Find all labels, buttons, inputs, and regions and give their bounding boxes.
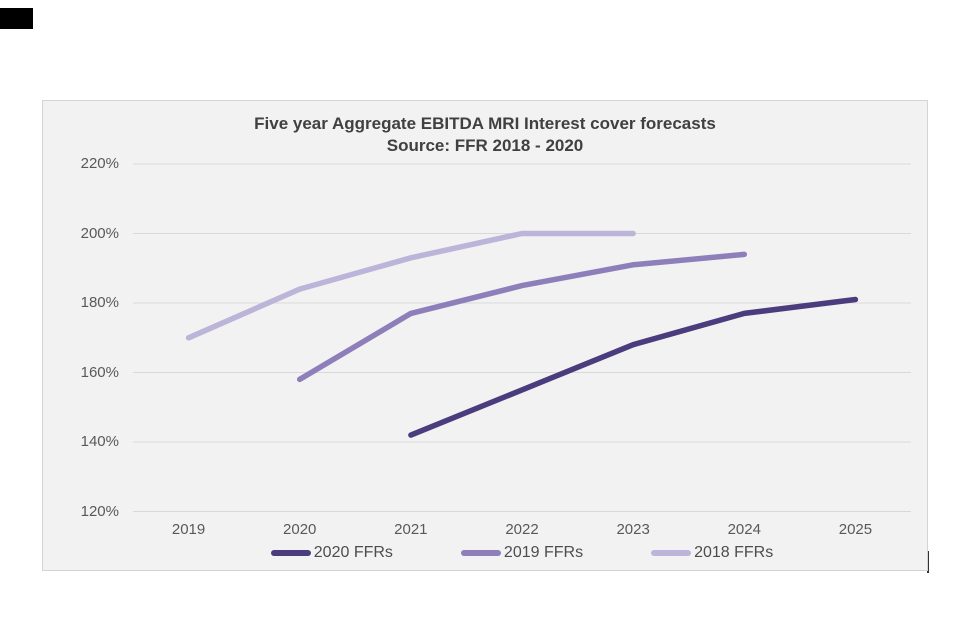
legend-item: 2020 FFRs (270, 544, 393, 562)
y-tick-label: 140% (80, 433, 119, 450)
legend-label: 2019 FFRs (503, 544, 584, 561)
x-tick-label: 2023 (616, 521, 650, 538)
x-tick-label: 2024 (727, 521, 761, 538)
chart-title: Five year Aggregate EBITDA MRI Interest … (254, 114, 716, 133)
legend-label: 2020 FFRs (313, 544, 393, 561)
x-tick-label: 2022 (505, 521, 539, 538)
x-tick-label: 2021 (394, 521, 428, 538)
chart-legend: 2020 FFRs 2019 FFRs 2018 FFRs (133, 544, 911, 562)
x-tick-label: 2025 (838, 521, 873, 538)
chart-title-block: Five year Aggregate EBITDA MRI Interest … (43, 113, 927, 157)
y-tick-label: 120% (80, 502, 119, 520)
x-tick-label: 2019 (171, 521, 206, 538)
data-line-2020-ffrs (408, 296, 859, 438)
chart-panel: Five year Aggregate EBITDA MRI Interest … (42, 100, 928, 571)
legend-item: 2018 FFRs (651, 544, 773, 562)
legend-item: 2019 FFRs (460, 544, 584, 562)
y-tick-label: 220% (80, 155, 119, 172)
y-tick-label: 200% (80, 224, 119, 242)
x-tick-label: 2020 (283, 521, 317, 538)
legend-swatch (270, 550, 311, 556)
chart-subtitle: Source: FFR 2018 - 2020 (386, 136, 584, 155)
y-tick-label: 160% (80, 363, 119, 381)
legend-swatch (651, 550, 692, 556)
plot-area (133, 163, 911, 512)
screenshot-artifact-top-left (0, 8, 33, 29)
data-line-2018-ffrs (185, 230, 636, 341)
data-line-2019-ffrs (296, 251, 748, 383)
legend-swatch (460, 550, 501, 556)
y-tick-label: 180% (80, 294, 119, 311)
legend-label: 2018 FFRs (694, 544, 774, 561)
screenshot-artifact-bottom-right (927, 551, 929, 573)
